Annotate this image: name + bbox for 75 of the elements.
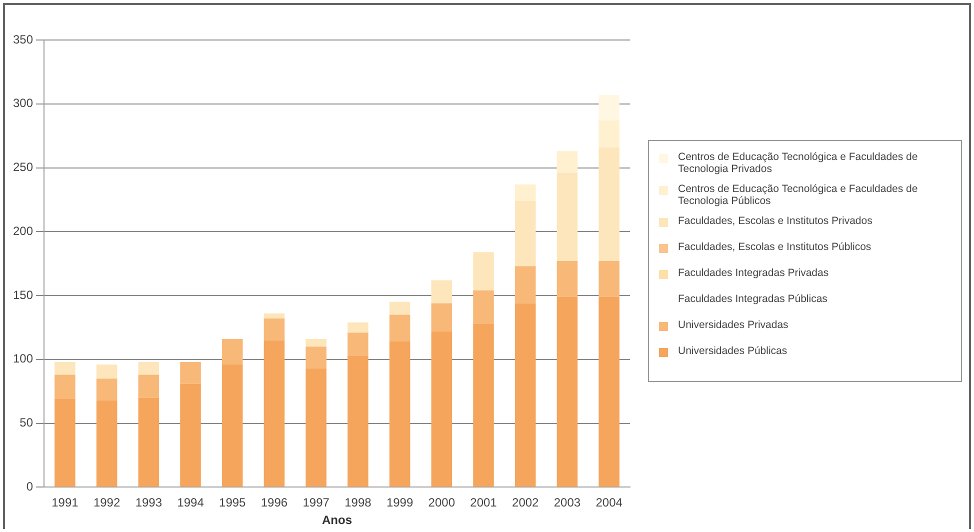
x-tick-label: 1994 <box>177 496 204 510</box>
x-tick-label: 2001 <box>470 496 498 510</box>
x-tick-label: 1991 <box>52 496 79 510</box>
x-tick-label: 1995 <box>219 496 246 510</box>
bar <box>556 172 578 262</box>
bar <box>598 94 620 120</box>
bar <box>54 374 76 400</box>
x-tick-label: 1997 <box>302 496 330 510</box>
x-tick-label: 1996 <box>260 496 288 510</box>
y-tick-label: 0 <box>26 480 34 494</box>
x-tick-label: 1992 <box>93 496 120 510</box>
bar <box>514 266 536 304</box>
bar <box>264 340 285 487</box>
x-tick-label: 2002 <box>512 496 540 510</box>
bar <box>556 261 578 297</box>
y-tick-label: 200 <box>12 224 34 238</box>
bar <box>431 280 452 304</box>
x-tick-label: 2004 <box>596 496 623 510</box>
bar <box>306 368 326 487</box>
x-tick-label: 2003 <box>554 496 581 510</box>
bar <box>389 342 410 487</box>
bar <box>180 384 201 487</box>
bar <box>598 120 620 148</box>
bar <box>389 314 410 342</box>
legend-label: Centros de Educação Tecnológica e Faculdades de Tecnologia Públicos <box>678 183 919 207</box>
bar <box>348 322 368 333</box>
bar <box>348 356 368 487</box>
bar <box>138 398 160 487</box>
bar <box>138 374 160 398</box>
y-tick-label: 350 <box>12 32 34 46</box>
y-tick-label: 250 <box>12 160 34 174</box>
bar <box>54 362 76 375</box>
bar <box>306 338 326 347</box>
legend-label: Faculdades, Escolas e Institutos Públicos <box>678 241 872 253</box>
x-tick-label: 1993 <box>135 496 162 510</box>
bar <box>96 364 118 379</box>
bar <box>473 290 494 324</box>
legend-label: Faculdades, Escolas e Institutos Privados <box>678 215 872 227</box>
bar <box>431 331 452 487</box>
bar <box>473 252 494 290</box>
bar <box>264 318 285 340</box>
bar <box>54 399 76 487</box>
y-tick-label: 300 <box>12 96 34 110</box>
bar <box>431 303 452 332</box>
bar <box>514 184 536 201</box>
bar <box>222 364 243 487</box>
bar <box>96 400 118 487</box>
bar <box>306 346 326 368</box>
bar <box>96 378 118 400</box>
bar <box>514 200 536 266</box>
legend-label: Faculdades Integradas Privadas <box>678 267 829 279</box>
y-tick-label: 50 <box>20 416 34 430</box>
y-tick-label: 100 <box>12 352 34 366</box>
bar <box>556 296 578 487</box>
y-tick-label: 150 <box>12 288 34 302</box>
x-axis-title: Anos <box>322 513 352 528</box>
bar <box>180 362 201 384</box>
bar <box>389 302 410 315</box>
bar <box>514 303 536 487</box>
x-tick-label: 1999 <box>386 496 414 510</box>
bar <box>348 332 368 356</box>
x-tick-label: 2000 <box>428 496 456 510</box>
legend-label: Centros de Educação Tecnológica e Faculdades de Tecnologia Privados <box>678 151 919 175</box>
bar <box>473 324 494 487</box>
bar <box>556 151 578 173</box>
x-tick-label: 1998 <box>344 496 372 510</box>
bar <box>264 313 285 319</box>
bar <box>222 338 243 365</box>
text: Faculdades Integradas Públicas <box>678 293 828 305</box>
bar <box>598 296 620 487</box>
bar <box>598 147 620 262</box>
bar <box>138 362 160 375</box>
bar <box>598 261 620 297</box>
legend-label: Universidades Privadas <box>678 319 788 331</box>
legend-label: Universidades Públicas <box>678 345 788 357</box>
